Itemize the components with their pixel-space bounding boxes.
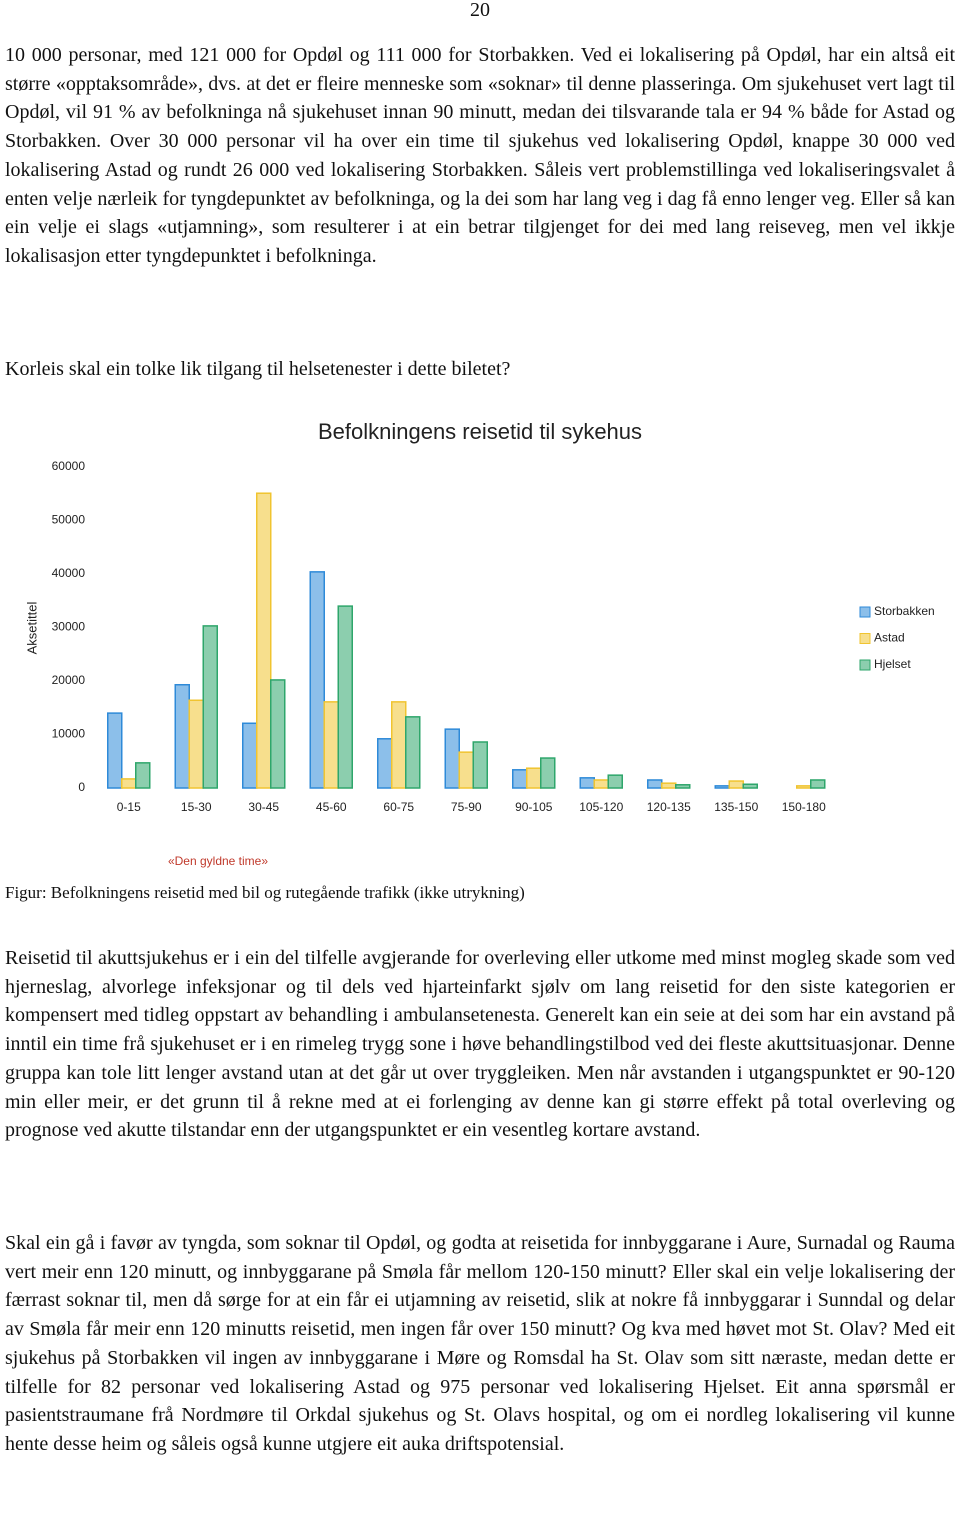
bar	[107, 712, 123, 789]
bar	[256, 492, 272, 789]
x-tick-label: 105-120	[579, 800, 623, 814]
bar	[135, 762, 151, 789]
bar	[647, 779, 663, 789]
x-tick-label: 90-105	[515, 800, 553, 814]
bar	[607, 774, 623, 789]
bar	[661, 782, 677, 789]
y-tick-label: 20000	[52, 673, 86, 687]
bar	[174, 683, 190, 789]
bar	[242, 722, 258, 789]
bar	[405, 716, 421, 789]
bar	[675, 784, 691, 789]
bar	[540, 757, 556, 789]
bar	[714, 785, 730, 789]
y-tick-label: 30000	[52, 620, 86, 634]
legend-label: Storbakken	[874, 604, 935, 618]
chart: Befolkningens reisetid til sykehus Akset…	[24, 419, 935, 868]
chart-title: Befolkningens reisetid til sykehus	[318, 419, 642, 444]
bar	[742, 783, 758, 789]
paragraph: 10 000 personar, med 121 000 for Opdøl o…	[5, 44, 955, 267]
x-tick-label: 30-45	[248, 800, 279, 814]
bar	[796, 785, 812, 789]
bar	[526, 767, 542, 789]
x-tick-label: 135-150	[714, 800, 758, 814]
y-tick-label: 60000	[52, 459, 86, 473]
paragraph: Skal ein gå i favør av tyngda, som sokna…	[5, 1232, 955, 1455]
legend-swatch	[859, 659, 871, 671]
x-tick-label: 15-30	[181, 800, 212, 814]
legend-label: Astad	[874, 631, 905, 645]
x-tick-label: 120-135	[647, 800, 691, 814]
bar	[512, 769, 528, 789]
y-tick-label: 10000	[52, 727, 86, 741]
bar	[579, 777, 595, 789]
bar	[444, 728, 460, 789]
bar	[728, 780, 744, 789]
legend-label: Hjelset	[874, 657, 911, 671]
bar	[270, 679, 286, 789]
x-tick-label: 150-180	[782, 800, 826, 814]
x-tick-label: 0-15	[117, 800, 141, 814]
bar	[309, 571, 325, 789]
paragraph: Reisetid til akuttsjukehus er i ein del …	[5, 947, 955, 1142]
legend-swatch	[859, 633, 871, 644]
y-tick-label: 50000	[52, 513, 86, 527]
x-tick-label: 45-60	[316, 800, 347, 814]
bar	[810, 779, 826, 789]
legend-swatch	[859, 606, 871, 618]
annotation: «Den gyldne time»	[168, 854, 268, 868]
caption: Figur: Befolkningens reisetid med bil og…	[5, 883, 525, 902]
bar	[472, 741, 488, 789]
y-axis-title: Aksetittel	[24, 602, 39, 655]
x-tick-label: 60-75	[383, 800, 414, 814]
bar	[337, 605, 353, 789]
bar	[391, 701, 407, 789]
bar	[458, 751, 474, 789]
y-tick-label: 40000	[52, 566, 86, 580]
bar	[202, 625, 218, 789]
bar	[323, 701, 339, 789]
bar	[121, 778, 137, 789]
x-tick-label: 75-90	[451, 800, 482, 814]
bar	[377, 738, 393, 789]
bar	[188, 699, 204, 789]
bar	[593, 779, 609, 789]
paragraph: Korleis skal ein tolke lik tilgang til h…	[5, 358, 511, 380]
page-number: 20	[470, 0, 490, 21]
y-tick-label: 0	[78, 780, 85, 794]
